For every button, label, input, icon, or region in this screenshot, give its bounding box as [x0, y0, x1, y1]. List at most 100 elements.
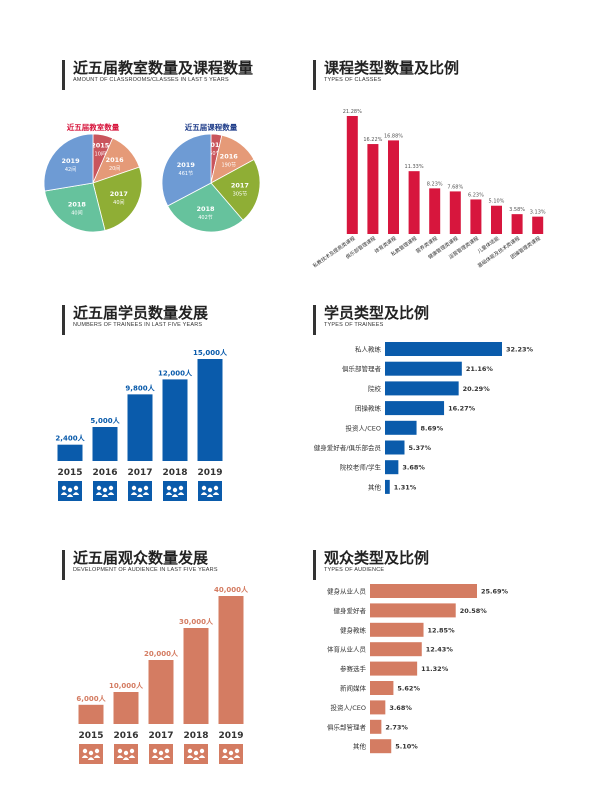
- audience-year-1: 2016: [113, 731, 138, 741]
- trainee-people-icon-body-1-0: [95, 492, 103, 495]
- trainee-type-value-5: 5.37%: [408, 444, 431, 452]
- audience-type-value-2: 12.85%: [428, 626, 456, 634]
- audience-people-icon-body-2-2: [157, 757, 165, 760]
- trainee-people-icon-head-1-1: [108, 485, 114, 491]
- audience-type-label-4: 参赛选手: [340, 664, 367, 673]
- subtitle-course-types: TYPES OF CLASSES: [324, 77, 382, 83]
- audience-type-value-1: 20.58%: [460, 607, 488, 615]
- section-title-audience-types: 观众类型及比例 TYPES OF AUDIENCE: [313, 550, 429, 580]
- subtitle-trainee-types: TYPES OF TRAINEES: [324, 322, 384, 328]
- trainee-type-bar-3: [385, 401, 445, 416]
- trainee-people-icon-head-1-0: [96, 485, 102, 491]
- subtitle-audience: DEVELOPMENT OF AUDIENCE IN LAST FIVE YEA…: [73, 567, 218, 573]
- course-type-bar-2: [388, 140, 399, 234]
- audience-year-0: 2015: [78, 731, 103, 741]
- trainee-bar-1: [92, 427, 118, 461]
- trainee-type-label-3: 团操教练: [355, 404, 382, 413]
- trainee-people-icon-body-4-0: [200, 492, 208, 495]
- course-pie-slice-label-2016: 190节: [221, 163, 236, 169]
- course-type-bar-5: [449, 191, 461, 234]
- audience-people-icon-body-0-2: [87, 757, 95, 760]
- course-pie-title: 近五届课程数量: [185, 122, 238, 132]
- audience-people-icon-body-3-1: [198, 755, 206, 758]
- trainee-type-value-7: 1.31%: [394, 483, 417, 491]
- section-title-course-types: 课程类型数量及比例 TYPES OF CLASSES: [313, 60, 459, 90]
- trainee-year-4: 2019: [197, 468, 222, 478]
- trainee-people-icon-head-3-2: [172, 487, 178, 493]
- audience-type-bar-5: [370, 681, 394, 695]
- trainee-type-label-6: 院校老师/学生: [340, 463, 382, 472]
- audience-type-value-8: 5.10%: [395, 743, 418, 751]
- course-type-value-1: 16.22%: [363, 137, 382, 143]
- audience-type-bar-6: [370, 700, 386, 715]
- trainee-value-0: 2,400人: [55, 434, 85, 443]
- trainee-type-bar-4: [385, 420, 417, 435]
- trainee-type-bar-2: [385, 381, 459, 396]
- course-type-value-9: 3.13%: [530, 210, 546, 216]
- section-title-audience: 近五届观众数量发展 DEVELOPMENT OF AUDIENCE IN LAS…: [62, 550, 218, 580]
- audience-people-icon-body-4-2: [227, 757, 235, 760]
- course-pie-slice-year-2018: 2018: [196, 205, 215, 213]
- trainee-type-value-0: 32.23%: [506, 346, 534, 354]
- trainee-year-2: 2017: [127, 468, 152, 478]
- audience-people-icon-head-0-2: [88, 750, 94, 756]
- trainee-people-icon-head-0-2: [67, 487, 73, 493]
- course-pie-slice-year-2017: 2017: [231, 181, 249, 189]
- trainee-people-icon-body-0-1: [72, 492, 80, 495]
- trainee-type-label-7: 其他: [368, 482, 382, 491]
- classroom-pie-slice-2017: [92, 166, 143, 231]
- trainee-value-2: 9,800人: [125, 383, 155, 392]
- course-pie-slice-year-2019: 2019: [177, 161, 196, 169]
- audience-people-icon-head-0-0: [82, 748, 88, 754]
- audience-value-0: 6,000人: [76, 694, 106, 703]
- audience-value-3: 30,000人: [179, 617, 214, 626]
- course-pie-slice-year-2016: 2016: [220, 153, 239, 161]
- course-type-bar-0: [346, 115, 358, 234]
- course-type-bar-7: [491, 205, 502, 234]
- subtitle-classrooms: AMOUNT OF CLASSROOMS/CLASSES IN LAST 5 Y…: [73, 77, 229, 83]
- classroom-pie-slice-label-2018: 40间: [71, 210, 82, 217]
- classroom-pie-slice-year-2018: 2018: [68, 201, 87, 209]
- subtitle-trainees: NUMBERS OF TRAINEES IN LAST FIVE YEARS: [73, 322, 203, 328]
- audience-type-bar-1: [370, 603, 456, 618]
- course-pie-slice-year-2015: 2015: [206, 141, 225, 149]
- audience-people-icon-head-2-1: [164, 748, 170, 754]
- audience-people-icon-body-1-0: [116, 755, 124, 758]
- course-type-bar-4: [429, 188, 441, 234]
- trainee-people-icon-body-3-2: [171, 494, 179, 497]
- trainee-type-value-3: 16.27%: [448, 405, 476, 413]
- audience-type-value-3: 12.43%: [426, 646, 454, 654]
- audience-people-icon-body-1-1: [128, 755, 136, 758]
- course-type-value-0: 21.28%: [343, 109, 362, 115]
- trainee-people-icon-head-0-0: [61, 485, 67, 491]
- trainee-people-icon-head-3-0: [166, 485, 172, 491]
- trainee-people-icon-head-1-2: [102, 487, 108, 493]
- course-pie-slice-label-2018: 402节: [198, 215, 213, 221]
- audience-type-bar-7: [370, 719, 382, 734]
- trainee-people-icon-head-4-1: [213, 485, 219, 491]
- trainee-type-bar-0: [385, 342, 502, 356]
- trainee-people-icon-body-2-0: [130, 492, 138, 495]
- audience-people-icon-head-1-2: [123, 750, 129, 756]
- audience-bar-4: [218, 596, 244, 724]
- audience-people-icon-head-4-1: [234, 748, 240, 754]
- trainee-type-value-2: 20.29%: [463, 385, 491, 393]
- audience-value-4: 40,000人: [214, 585, 249, 594]
- trainee-bar-2: [127, 394, 153, 461]
- trainee-value-3: 12,000人: [158, 368, 193, 377]
- trainee-year-0: 2015: [57, 468, 82, 478]
- trainee-year-3: 2018: [162, 468, 187, 478]
- audience-people-icon-head-4-0: [222, 748, 228, 754]
- course-type-bar-8: [511, 214, 523, 234]
- trainee-type-label-1: 俱乐部管理者: [342, 364, 382, 373]
- course-pie-slice-label-2019: 461节: [179, 171, 194, 177]
- trainee-type-bar-7: [385, 479, 390, 494]
- audience-type-label-7: 俱乐部管理者: [327, 722, 367, 731]
- course-pie-slice-2017: [210, 158, 261, 221]
- audience-type-bar-4: [370, 661, 418, 676]
- audience-people-icon-head-3-1: [199, 748, 205, 754]
- trainee-type-label-4: 投资人/CEO: [346, 423, 381, 432]
- classroom-pie-slice-label-2019: 42间: [65, 166, 76, 173]
- audience-type-label-0: 健身从业人员: [327, 587, 367, 596]
- trainee-people-icon-body-0-0: [60, 492, 68, 495]
